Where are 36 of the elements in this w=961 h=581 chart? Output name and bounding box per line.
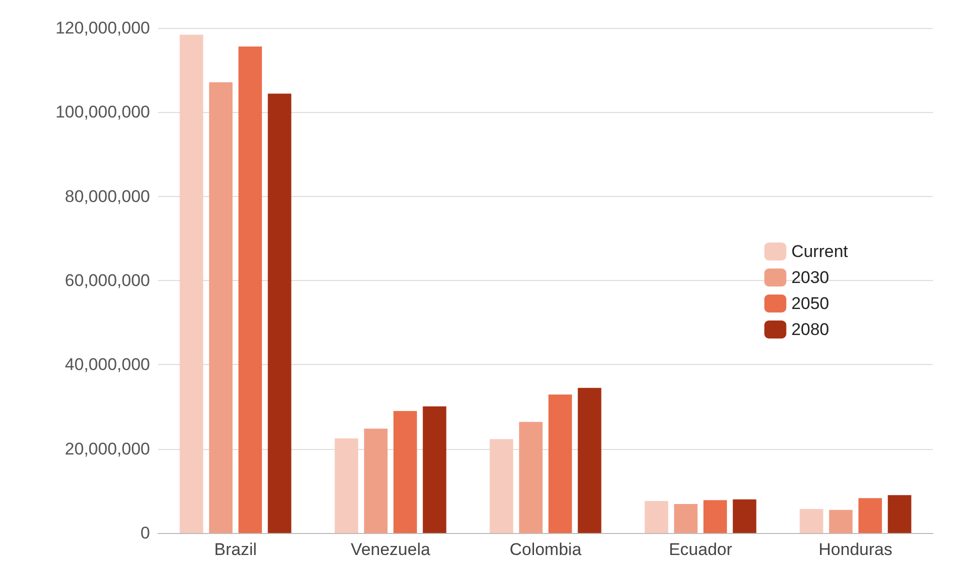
bar	[703, 500, 727, 533]
bar	[888, 495, 912, 533]
bar	[268, 94, 292, 533]
y-tick-label: 80,000,000	[64, 186, 150, 206]
bar	[732, 499, 756, 533]
y-tick-label: 100,000,000	[55, 102, 150, 122]
x-tick-label: Ecuador	[668, 540, 732, 559]
bar	[829, 510, 853, 533]
bar	[800, 509, 824, 533]
y-tick-label: 120,000,000	[55, 18, 150, 38]
bar	[180, 34, 204, 533]
legend-label: 2030	[791, 268, 830, 287]
bar	[334, 438, 358, 533]
bar	[858, 498, 882, 533]
bar	[422, 406, 446, 533]
x-tick-label: Honduras	[818, 540, 892, 559]
bar	[238, 46, 262, 533]
bar	[209, 82, 233, 533]
y-tick-label: 20,000,000	[64, 439, 150, 458]
bar	[519, 422, 543, 533]
bar	[364, 428, 388, 533]
y-tick-label: 0	[140, 524, 150, 542]
y-tick-label: 40,000,000	[64, 355, 150, 374]
bar	[674, 504, 698, 533]
bar	[578, 388, 602, 533]
x-tick-label: Colombia	[510, 540, 582, 559]
bar	[548, 394, 572, 533]
bar	[644, 501, 668, 533]
x-tick-label: Venezuela	[350, 540, 431, 559]
bar	[393, 410, 417, 533]
legend-label: Current	[791, 242, 848, 261]
bar	[490, 439, 514, 533]
legend-label: 2080	[791, 320, 830, 339]
x-tick-label: Brazil	[214, 540, 257, 559]
legend-label: 2050	[791, 294, 830, 313]
y-tick-label: 60,000,000	[64, 271, 150, 290]
